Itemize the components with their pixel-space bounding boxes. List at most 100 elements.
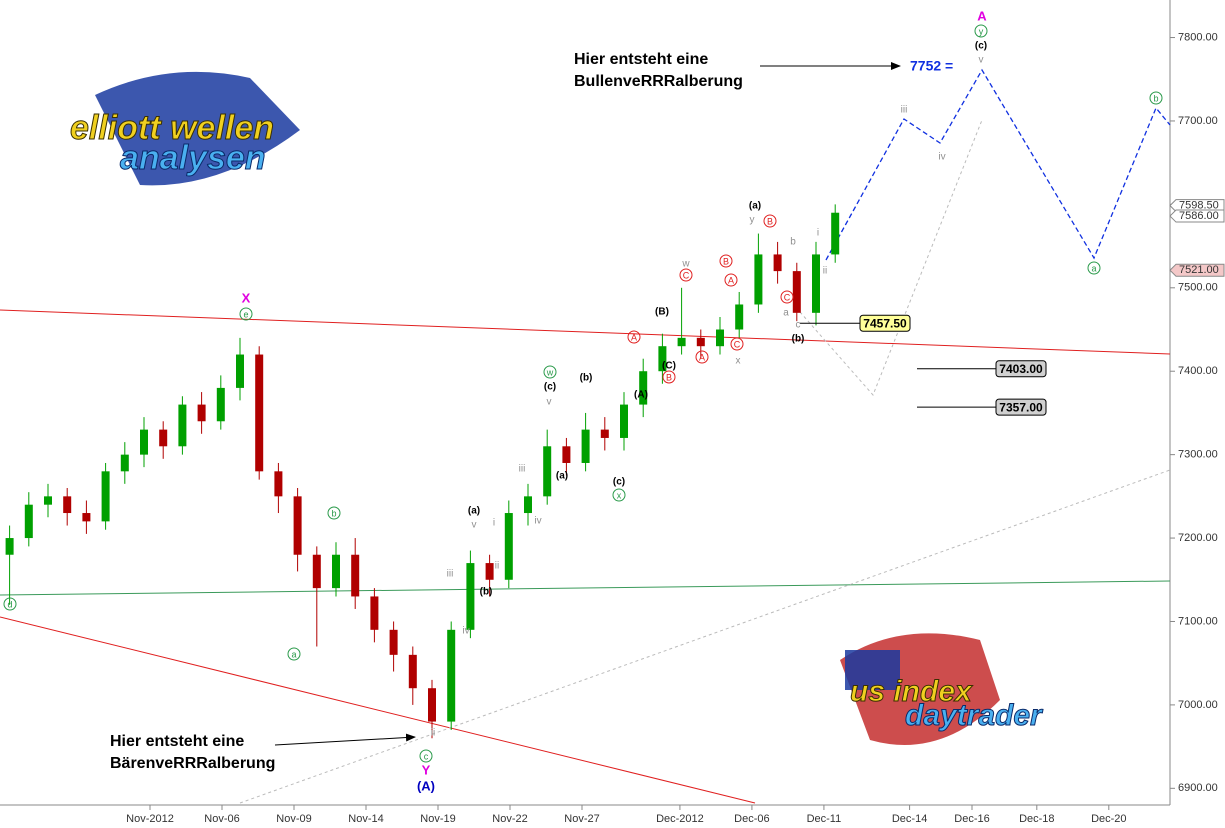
candle-body bbox=[159, 429, 168, 447]
wave-label: (b) bbox=[792, 334, 805, 345]
candle-body bbox=[5, 538, 14, 555]
y-tick-label: 7100.00 bbox=[1178, 615, 1218, 627]
candle-body bbox=[831, 212, 840, 255]
wave-label: (c) bbox=[975, 41, 987, 52]
candle-body bbox=[658, 346, 667, 372]
wave-circle bbox=[724, 273, 738, 287]
trend-lines bbox=[0, 62, 1171, 804]
y-tick-label: 7800.00 bbox=[1178, 31, 1218, 43]
wave-label: C bbox=[734, 339, 741, 349]
wave-label: (A) bbox=[634, 390, 648, 401]
note: Hier entsteht eine bbox=[110, 733, 244, 750]
candle-body bbox=[524, 496, 532, 514]
wave-label: w bbox=[546, 367, 554, 377]
wave-label: v bbox=[472, 520, 477, 531]
y-tick-label: 7200.00 bbox=[1178, 532, 1218, 544]
wave-circle bbox=[1149, 91, 1163, 105]
price-marker bbox=[1169, 263, 1225, 277]
arrow bbox=[274, 733, 416, 746]
wave-label: x bbox=[617, 490, 622, 500]
candle-body bbox=[485, 563, 494, 580]
level-label: 7457.50 bbox=[863, 316, 907, 330]
logo-flag bbox=[845, 650, 900, 690]
target-label: 7752 = bbox=[910, 58, 953, 74]
wave-label: e bbox=[243, 309, 248, 319]
candle-body bbox=[140, 429, 148, 455]
wave-label: d bbox=[7, 599, 12, 609]
wave-circle bbox=[612, 488, 626, 502]
y-tick-label: 7500.00 bbox=[1178, 282, 1218, 294]
x-tick-label: Nov-09 bbox=[276, 813, 311, 825]
wave-label: a bbox=[291, 649, 296, 659]
wave-circle bbox=[662, 370, 676, 384]
x-tick-label: Nov-06 bbox=[204, 813, 239, 825]
y-tick-label: 6900.00 bbox=[1178, 782, 1218, 794]
note: BullenveRRRalberung bbox=[574, 73, 743, 90]
candle-body bbox=[562, 446, 571, 463]
y-tick-label: 7000.00 bbox=[1178, 699, 1218, 711]
wave-label: c bbox=[796, 320, 801, 331]
candle-body bbox=[236, 354, 244, 388]
candle-body bbox=[24, 504, 33, 539]
candle-body bbox=[293, 496, 302, 555]
x-tick-label: Dec-11 bbox=[807, 813, 842, 825]
wave-circle bbox=[974, 24, 988, 38]
wave-label: A bbox=[631, 332, 637, 342]
logo: us index daytrader bbox=[840, 633, 1045, 745]
price-marker-label: 7521.00 bbox=[1179, 264, 1219, 276]
wave-label: (C) bbox=[662, 361, 676, 372]
candle-body bbox=[581, 429, 590, 463]
wave-label: A bbox=[977, 8, 987, 23]
candle-body bbox=[408, 654, 417, 689]
x-tick-label: Dec-18 bbox=[1019, 813, 1054, 825]
candle-body bbox=[735, 304, 744, 330]
wave-circle bbox=[543, 365, 557, 379]
candle-body bbox=[754, 254, 763, 305]
candle-body bbox=[197, 404, 206, 422]
wave-label: y bbox=[750, 215, 755, 226]
y-tick-label: 7300.00 bbox=[1178, 449, 1218, 461]
candle-body bbox=[332, 554, 340, 589]
wave-label: i bbox=[493, 518, 495, 529]
wave-label: Y bbox=[422, 762, 431, 777]
wave-circle bbox=[239, 307, 253, 321]
wave-label: a bbox=[783, 308, 789, 319]
candle-body bbox=[101, 471, 110, 522]
candle-body bbox=[428, 688, 436, 722]
wave-label: (a) bbox=[468, 506, 480, 517]
candle-body bbox=[466, 563, 475, 630]
logo-text: us index bbox=[850, 675, 973, 708]
wave-label: B bbox=[666, 372, 672, 382]
wave-label: (c) bbox=[544, 382, 556, 393]
wave-label: (b) bbox=[480, 587, 493, 598]
note: Hier entsteht eine bbox=[574, 51, 708, 68]
candle-body bbox=[389, 629, 398, 655]
level-label: 7403.00 bbox=[999, 362, 1043, 376]
note: BärenveRRRalberung bbox=[110, 755, 275, 772]
logo: elliott wellen analysen bbox=[70, 71, 300, 186]
x-tick-label: Dec-2012 bbox=[656, 813, 704, 825]
x-tick-label: Nov-14 bbox=[348, 813, 383, 825]
x-tick-label: Dec-14 bbox=[892, 813, 927, 825]
wave-circle bbox=[327, 506, 341, 520]
x-tick-label: Nov-22 bbox=[492, 813, 527, 825]
candle-body bbox=[447, 629, 456, 722]
candle-body bbox=[255, 354, 264, 472]
wave-label: x bbox=[736, 356, 741, 367]
wave-label: B bbox=[723, 256, 729, 266]
wave-label: (c) bbox=[613, 477, 625, 488]
wave-label: C bbox=[784, 292, 791, 302]
candle-body bbox=[504, 513, 513, 580]
wave-label: A bbox=[699, 352, 705, 362]
wave-circle bbox=[695, 350, 709, 364]
level-box bbox=[859, 314, 911, 332]
wave-circle bbox=[287, 647, 301, 661]
wave-circle bbox=[780, 290, 794, 304]
x-tick-label: Nov-2012 bbox=[126, 813, 174, 825]
wave-label: iii bbox=[447, 569, 454, 580]
wave-label: w bbox=[681, 259, 690, 270]
wave-label: a bbox=[1091, 263, 1096, 273]
candle-body bbox=[120, 454, 129, 472]
wave-label: c bbox=[424, 751, 429, 761]
lower-channel bbox=[0, 616, 756, 804]
